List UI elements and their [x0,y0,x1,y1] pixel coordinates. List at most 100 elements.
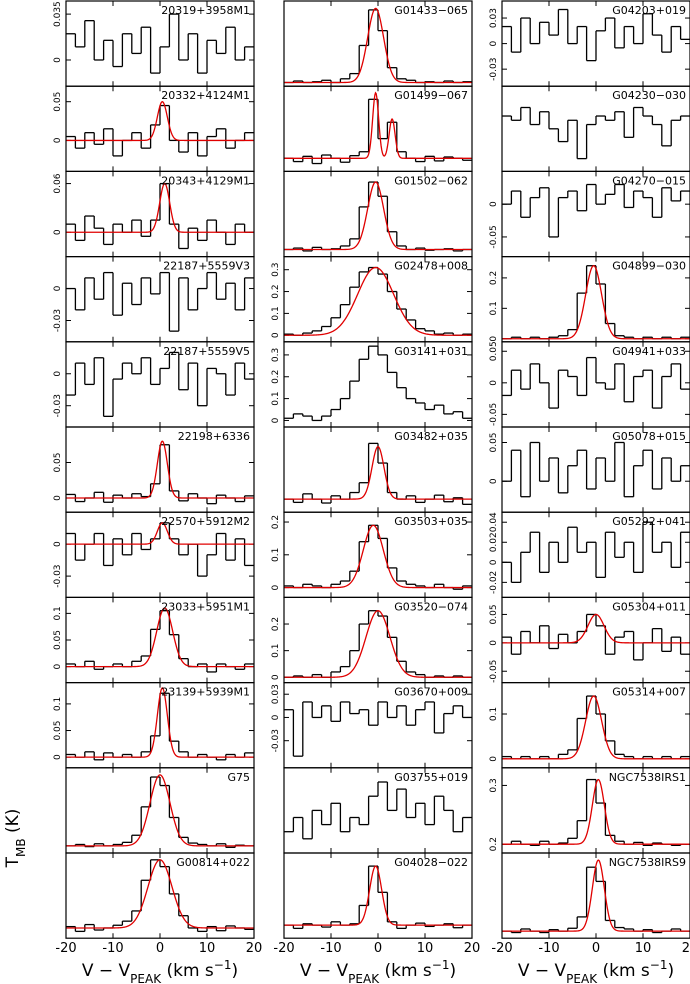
y-tick-label: 0.1 [53,697,63,711]
y-tick-label: 0 [53,754,63,760]
y-tick-label: 0 [53,495,63,501]
fit-curve [284,610,472,678]
panel: G01502−062 [283,170,473,258]
panel: 0 0.1 0.2 0.3 G03141+031 [271,341,473,428]
y-tick-label: 0.2 [271,284,281,298]
fit-curve [284,266,472,336]
x-tick-label: 0 [156,941,164,956]
x-axis-label-part: ) [449,961,456,981]
panel-frame [65,852,255,939]
y-tick-label: -0.03 [53,564,63,587]
x-tick-label: -20 [491,941,512,956]
x-axis-label: V − VPEAK (km s−1) [300,958,456,984]
panel: -0.03 0 22570+5912M2 [53,511,255,599]
panel: -0.03 0 22187+5559V5 [53,341,255,428]
y-tick-label: 0 [53,137,63,143]
fit-curve [66,440,254,499]
panel: 0.2 0.3 NGC7538IRS1 [489,767,690,854]
x-axis-label-part: V − V [518,961,567,981]
x-axis-label-part: −1 [432,958,450,972]
y-tick-label: 0.3 [489,778,499,792]
step-riser [74,272,246,332]
y-axis-label-part: T [3,856,23,868]
panel-title: G04941+033 [612,345,686,358]
panel: -0.03 0 22187+5559V3 [53,256,255,343]
y-tick-label: -0.03 [53,394,63,417]
panel-title: 20319+3958M1 [161,4,250,17]
y-tick-label: 0.1 [271,306,281,320]
panel: 0 0.05 0.1 23033+5951M1 [53,596,255,684]
step-riser [74,859,246,932]
y-tick-label: 0 [53,229,63,235]
x-axis-label-part: ) [231,961,238,981]
panel-title: G03520−074 [394,600,468,613]
panel-title: G05314+007 [612,686,686,699]
step-riser [74,777,246,848]
panel-title: G04028−022 [394,856,468,869]
x-axis-label-part: −1 [650,958,668,972]
y-tick-label: 0 [271,674,281,680]
y-tick-label: 0.05 [53,630,63,650]
panel: -0.03 0 0.03 G04203+019 [489,0,690,87]
panel-title: G05078+015 [612,430,686,443]
fit-curve [502,859,690,932]
panel: 0 0.06 20343+4129M1 [53,170,255,258]
y-tick-label: 0.06 [53,173,63,193]
panel-title: G03482+035 [394,430,468,443]
y-tick-label: 0.02 [489,532,499,552]
y-tick-label: 0.05 [489,341,499,361]
y-tick-label: 0.05 [53,92,63,112]
x-axis-label-part: (km s [597,961,650,981]
panel-title: 23033+5951M1 [161,600,250,613]
panel-title: G04270−015 [612,174,686,187]
x-axis-label-part: (km s [161,961,214,981]
step-riser [510,9,682,61]
panel-title: 20343+4129M1 [161,174,250,187]
fit-curve [66,687,254,758]
step-riser [292,346,464,421]
y-tick-label: 0.3 [271,348,281,362]
panel: 0 0.05 0.1 23139+5939M1 [53,681,255,769]
y-tick-label: 0.05 [489,432,499,452]
fit-curve [66,101,254,142]
panel: 0 0.05 22198+6336 [53,426,255,513]
x-tick-label: -20 [55,941,76,956]
y-tick-label: 0 [489,756,499,762]
step-riser [292,9,464,83]
panel-frame [283,852,473,939]
y-tick-label: 0 [271,714,281,720]
y-tick-label: 0 [53,541,63,547]
y-tick-label: 0 [489,559,499,565]
panel-title: 22187+5559V3 [163,260,250,273]
x-axis-label-part: V − V [82,961,131,981]
y-tick-label: -0.05 [489,660,499,683]
fit-curve [66,859,254,929]
step-riser [74,105,246,156]
panel-title: 22187+5559V5 [163,345,250,358]
y-tick-label: 0.05 [53,721,63,741]
y-tick-label: 0 [489,336,499,342]
y-tick-label: 0.05 [489,604,499,624]
y-tick-label: 0 [53,371,63,377]
panel-title: G75 [227,771,250,784]
step-riser [74,14,246,74]
y-tick-label: 0.2 [489,837,499,851]
y-tick-label: 0.1 [53,606,63,620]
step-riser [510,265,682,339]
y-tick-label: 0.1 [271,643,281,657]
x-tick-label: 10 [635,941,652,956]
x-tick-label: 10 [199,941,216,956]
panel: G01499−067 [283,85,473,172]
panel: 0 0.035 20319+3958M1 [53,0,255,87]
y-tick-label: 0.04 [489,512,499,532]
step-riser [74,352,246,417]
x-axis-label-part: V − V [300,961,349,981]
y-tick-label: 0.2 [271,515,281,529]
panel-title: 22570+5912M2 [161,515,250,528]
y-tick-label: 0.3 [271,263,281,277]
panel-title: 20332+4124M1 [161,89,250,102]
panel-title: G03670+009 [394,686,468,699]
step-riser [292,182,464,251]
fit-curve [284,865,472,926]
y-tick-label: -0.05 [489,403,499,426]
